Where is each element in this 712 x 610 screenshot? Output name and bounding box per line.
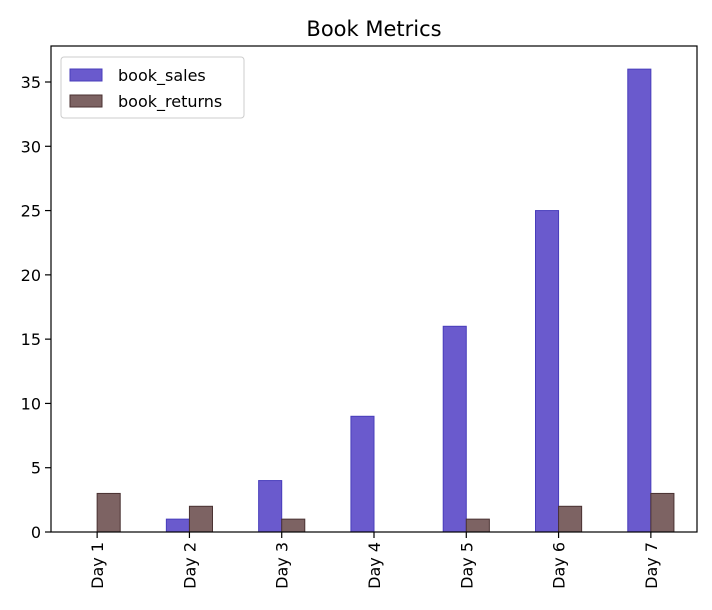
x-tick-label: Day 4 bbox=[365, 542, 384, 589]
bar-book-returns-1 bbox=[96, 492, 121, 533]
x-tick-label: Day 1 bbox=[88, 542, 107, 589]
y-tick-label: 15 bbox=[21, 330, 41, 349]
y-tick-label: 35 bbox=[21, 73, 41, 92]
x-tick-label: Day 5 bbox=[457, 542, 476, 589]
bar-book-sales-3 bbox=[258, 480, 283, 533]
y-tick-label: 10 bbox=[21, 394, 41, 413]
legend-swatch-book-returns bbox=[69, 94, 103, 108]
y-tick-label: 20 bbox=[21, 266, 41, 285]
y-tick-label: 25 bbox=[21, 202, 41, 221]
legend-swatch-book-sales bbox=[69, 68, 103, 82]
bar-book-sales-5 bbox=[442, 325, 467, 533]
y-tick-label: 5 bbox=[31, 459, 41, 478]
x-tick-label: Day 7 bbox=[642, 542, 661, 589]
bar-book-sales-4 bbox=[350, 415, 375, 533]
legend-label-book-sales: book_sales bbox=[118, 66, 206, 86]
bar-book-returns-6 bbox=[558, 505, 583, 533]
x-tick-label: Day 6 bbox=[550, 542, 569, 589]
legend-label-book-returns: book_returns bbox=[118, 92, 222, 112]
chart-title: Book Metrics bbox=[306, 17, 441, 41]
axes: 0 5 10 15 20 25 30 35 Day 1 Day 2 Day 3 Day 4 Day 5 D… bbox=[21, 45, 698, 589]
bar-book-sales-6 bbox=[535, 210, 560, 533]
x-tick-label: Day 2 bbox=[180, 542, 199, 589]
legend: book_sales book_returns bbox=[60, 56, 245, 119]
bar-book-returns-5 bbox=[465, 518, 490, 533]
y-tick-label: 0 bbox=[31, 523, 41, 542]
x-tick-label: Day 3 bbox=[273, 542, 292, 589]
bar-book-returns-7 bbox=[650, 492, 675, 533]
y-tick-label: 30 bbox=[21, 137, 41, 156]
plot-area bbox=[96, 68, 675, 533]
bar-book-returns-2 bbox=[188, 505, 213, 533]
legend-box bbox=[60, 56, 245, 119]
bar-book-returns-3 bbox=[281, 518, 306, 533]
bar-book-sales-2 bbox=[165, 518, 190, 533]
bar-book-sales-7 bbox=[627, 68, 652, 533]
